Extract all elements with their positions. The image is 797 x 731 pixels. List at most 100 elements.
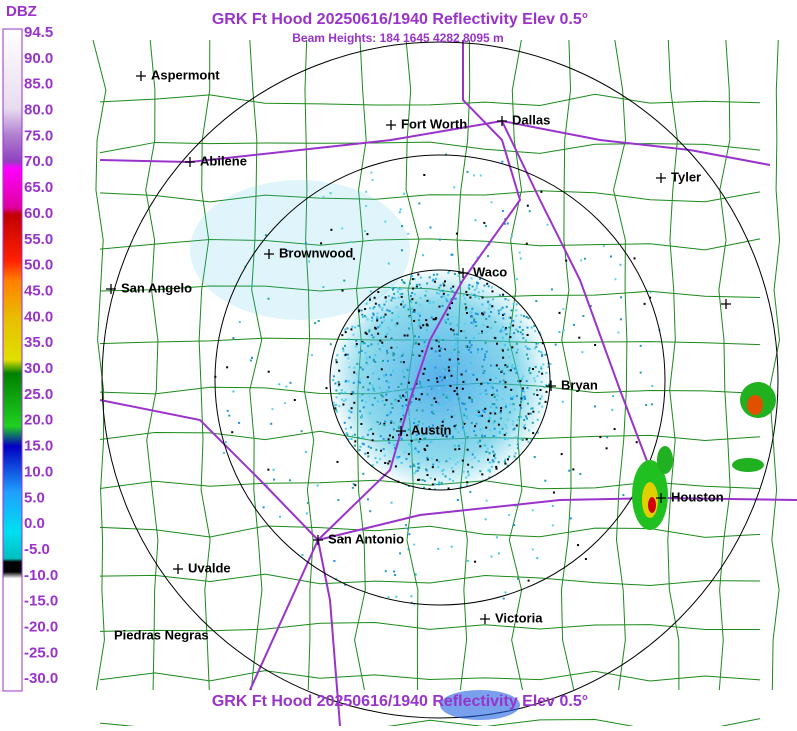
echo-pixel <box>519 331 522 334</box>
echo-pixel <box>503 460 506 463</box>
echo-pixel <box>519 320 522 323</box>
echo-pixel <box>456 333 459 336</box>
echo-pixel <box>525 380 528 383</box>
echo-pixel <box>506 418 509 421</box>
echo-pixel <box>385 399 388 402</box>
echo-pixel <box>368 429 370 432</box>
echo-pixel <box>438 345 440 348</box>
echo-pixel <box>560 453 563 456</box>
echo-pixel <box>391 312 394 315</box>
echo-pixel <box>457 444 460 447</box>
echo-pixel <box>443 376 446 379</box>
echo-pixel <box>477 460 480 463</box>
echo-pixel <box>511 364 514 367</box>
echo-pixel <box>540 381 543 383</box>
echo-pixel <box>517 330 519 333</box>
echo-pixel <box>534 365 537 368</box>
echo-pixel <box>450 328 452 331</box>
echo-pixel <box>482 372 485 375</box>
echo-pixel <box>360 349 363 352</box>
echo-pixel <box>430 429 433 432</box>
echo-pixel <box>453 273 456 275</box>
echo-pixel <box>509 336 512 339</box>
echo-pixel <box>523 419 526 421</box>
echo-pixel <box>497 312 500 315</box>
echo-pixel <box>419 438 422 440</box>
echo-pixel <box>522 375 525 378</box>
echo-pixel <box>516 443 519 446</box>
legend-label: -30.0 <box>24 670 58 687</box>
echo-pixel <box>513 427 516 430</box>
echo-pixel <box>386 332 389 335</box>
echo-pixel <box>427 379 430 382</box>
echo-pixel <box>462 421 465 424</box>
echo-pixel <box>370 171 373 174</box>
echo-pixel <box>435 317 438 319</box>
echo-pixel <box>387 381 390 384</box>
echo-pixel <box>364 351 367 354</box>
echo-pixel <box>456 499 459 501</box>
echo-pixel <box>530 438 533 441</box>
echo-pixel <box>401 249 403 252</box>
echo-pixel <box>469 354 472 357</box>
echo-pixel <box>398 211 401 214</box>
echo-pixel <box>368 330 371 333</box>
echo-pixel <box>494 321 497 323</box>
echo-pixel <box>515 303 518 306</box>
echo-pixel <box>499 382 502 385</box>
echo-pixel <box>251 356 253 359</box>
echo-pixel <box>537 350 540 353</box>
echo-pixel <box>392 288 394 291</box>
echo-pixel <box>387 438 390 441</box>
echo-pixel <box>413 543 416 546</box>
echo-pixel <box>485 318 488 320</box>
echo-pixel <box>401 405 404 407</box>
echo-pixel <box>444 280 446 283</box>
echo-pixel <box>367 388 370 391</box>
echo-pixel <box>485 450 488 453</box>
echo-pixel <box>465 484 468 487</box>
echo-pixel <box>393 422 396 424</box>
echo-pixel <box>515 368 518 371</box>
echo-pixel <box>371 319 373 322</box>
echo-pixel <box>509 322 512 325</box>
echo-pixel <box>392 371 395 373</box>
echo-pixel <box>446 313 449 316</box>
echo-pixel <box>399 293 402 296</box>
echo-pixel <box>390 299 393 302</box>
echo-pixel <box>432 301 435 304</box>
echo-pixel <box>353 257 355 260</box>
echo-pixel <box>447 366 450 369</box>
echo-pixel <box>373 306 376 308</box>
echo-pixel <box>413 310 416 313</box>
echo-pixel <box>361 414 363 417</box>
city-marker <box>480 614 490 624</box>
echo-pixel <box>368 356 371 359</box>
echo-pixel <box>504 386 507 389</box>
echo-pixel <box>522 395 525 398</box>
echo-pixel <box>462 294 465 297</box>
echo-pixel <box>508 326 511 329</box>
echo-pixel <box>385 393 388 396</box>
legend-label: 70.0 <box>24 153 53 170</box>
echo-pixel <box>533 347 536 350</box>
echo-pixel <box>504 424 507 427</box>
echo-pixel <box>484 341 487 344</box>
echo-pixel <box>434 488 436 491</box>
echo-pixel <box>525 415 528 418</box>
echo-pixel <box>584 558 587 560</box>
echo-pixel <box>517 380 520 383</box>
echo-pixel <box>505 432 508 435</box>
echo-pixel <box>364 316 367 319</box>
echo-pixel <box>481 473 484 476</box>
echo-pixel <box>448 396 451 399</box>
city-label: Austin <box>411 422 452 437</box>
echo-pixel <box>384 335 387 338</box>
echo-pixel <box>415 397 418 400</box>
echo-pixel <box>401 354 404 357</box>
echo-pixel <box>469 351 472 354</box>
echo-pixel <box>424 437 427 440</box>
echo-pixel <box>435 277 437 280</box>
echo-pixel <box>384 570 387 573</box>
echo-pixel <box>447 318 450 321</box>
